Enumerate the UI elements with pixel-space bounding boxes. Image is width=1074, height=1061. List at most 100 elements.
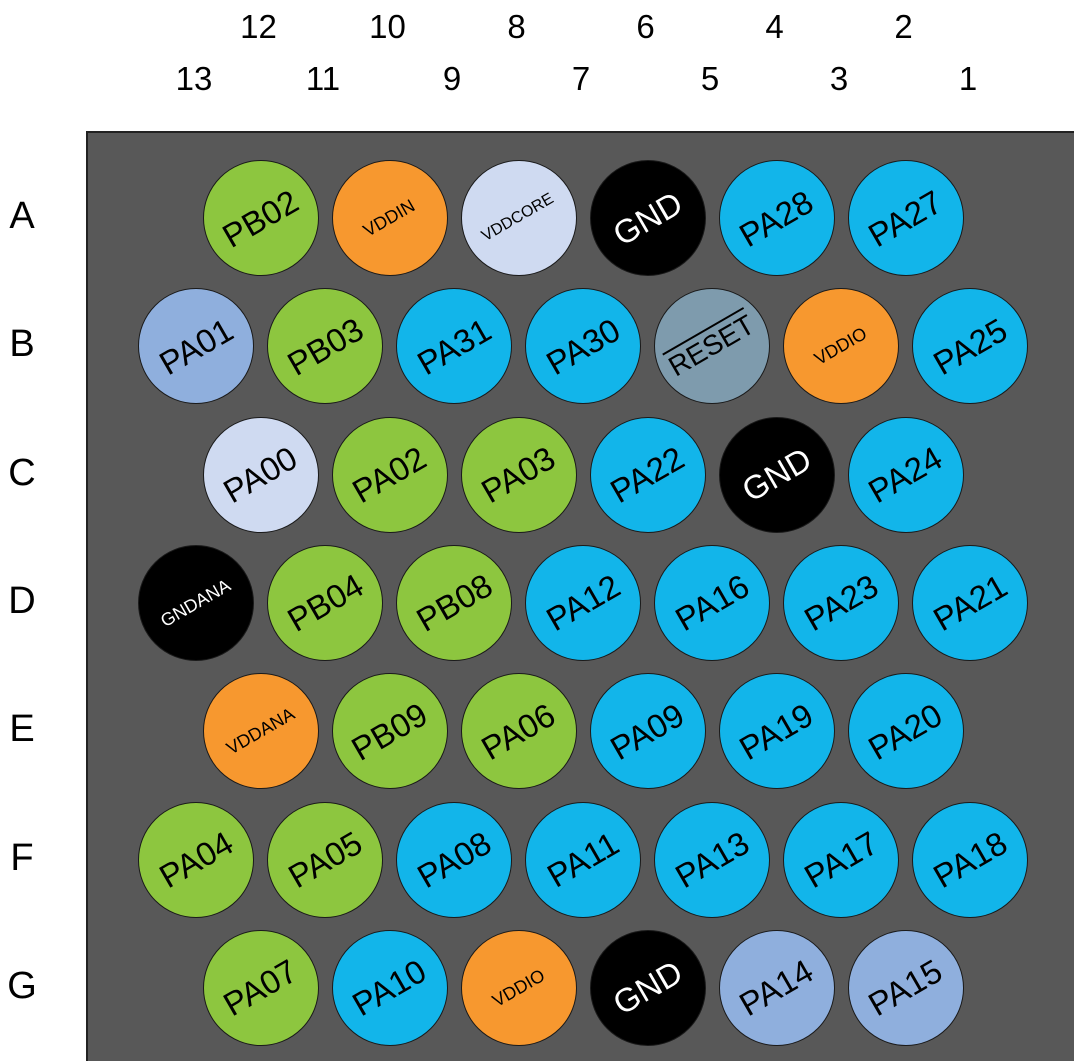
ball-label: VDDANA: [223, 703, 298, 759]
ball-c12: PA00: [202, 416, 319, 533]
ball-label: PA31: [410, 310, 498, 382]
ball-label: PB08: [409, 566, 499, 640]
ball-label: PA25: [926, 310, 1014, 382]
ball-label: PA01: [152, 310, 240, 382]
ball-label: VDDIO: [488, 964, 549, 1011]
ball-label: PA19: [733, 695, 820, 767]
column-number: 10: [369, 8, 406, 45]
ball-label: PA11: [540, 824, 626, 895]
package-body: PB02 VDDIN VDDCORE GND PA28 PA27 PA01 PB03 PA31 P…: [86, 131, 1074, 1061]
row-label: C: [8, 451, 36, 494]
ball-label: PA30: [539, 310, 627, 382]
column-number: 1: [958, 60, 978, 97]
ball-c4: GND: [718, 416, 835, 533]
ball-label: PA15: [862, 952, 949, 1024]
ball-b7: PA30: [525, 288, 641, 405]
ball-d9: PB08: [396, 544, 512, 661]
ball-g8: VDDIO: [460, 929, 577, 1046]
column-number: 7: [571, 60, 591, 97]
ball-a10: VDDIN: [331, 160, 448, 276]
ball-label: VDDCORE: [479, 190, 558, 245]
ball-f11: PA05: [267, 801, 383, 918]
column-number: 8: [507, 8, 526, 45]
ball-e10: PB09: [331, 673, 448, 790]
ball-a4: PA28: [718, 160, 835, 276]
ball-label: GNDANA: [157, 574, 235, 631]
column-number: 12: [240, 8, 277, 45]
ball-b9: PA31: [396, 288, 512, 405]
ball-label: PA18: [926, 823, 1014, 896]
ball-d7: PA12: [525, 544, 641, 661]
ball-label: PA05: [281, 823, 369, 896]
ball-label: PA10: [346, 952, 433, 1024]
ball-d1: PA21: [912, 544, 1028, 661]
ball-a12: PB02: [202, 160, 319, 276]
ball-b3: VDDIO: [783, 288, 899, 405]
ball-label: VDDIO: [811, 323, 871, 370]
ball-label: PA22: [604, 439, 691, 511]
ball-f7: PA11: [525, 801, 641, 918]
ball-c10: PA02: [331, 416, 448, 533]
ball-label: PA16: [668, 567, 756, 639]
ball-e2: PA20: [847, 673, 964, 790]
column-number: 3: [829, 60, 849, 97]
ball-label: PA20: [862, 695, 949, 767]
ball-label: GND: [606, 953, 689, 1023]
ball-label: PA04: [152, 823, 240, 896]
ball-label: PB04: [280, 566, 370, 640]
ball-c8: PA03: [460, 416, 577, 533]
row-label: G: [7, 964, 37, 1007]
ball-g4: PA14: [718, 929, 835, 1046]
ball-label: PA23: [797, 567, 885, 639]
ball-d5: PA16: [654, 544, 770, 661]
ball-a2: PA27: [847, 160, 964, 276]
column-number: 6: [636, 8, 655, 45]
column-number: 4: [765, 8, 784, 45]
ball-label: PA28: [733, 182, 820, 254]
ball-label: PA06: [475, 695, 562, 767]
row-label: F: [10, 836, 34, 879]
ball-f13: PA04: [138, 801, 254, 918]
ball-a6: GND: [589, 160, 706, 276]
column-number: 13: [175, 60, 213, 97]
ball-d13: GNDANA: [138, 544, 254, 661]
ball-label: VDDIN: [360, 195, 419, 241]
ball-c6: PA22: [589, 416, 706, 533]
ball-label: PA21: [926, 567, 1014, 639]
ball-label: PA14: [733, 952, 820, 1024]
ball-b13: PA01: [138, 288, 254, 405]
ball-label: PA02: [346, 439, 433, 511]
column-number: 5: [700, 60, 720, 97]
ball-g6: GND: [589, 929, 706, 1046]
ball-a8: VDDCORE: [460, 160, 577, 276]
column-number: 2: [894, 8, 913, 45]
ball-d11: PB04: [267, 544, 383, 661]
ball-f3: PA17: [783, 801, 899, 918]
ball-g12: PA07: [202, 929, 319, 1046]
ball-label: RESET: [663, 309, 760, 383]
ball-e4: PA19: [718, 673, 835, 790]
row-label: B: [9, 323, 35, 366]
ball-label: GND: [735, 440, 818, 509]
ball-label: PA03: [475, 439, 562, 511]
ball-f9: PA08: [396, 801, 512, 918]
ball-label: PA24: [862, 439, 949, 511]
ball-g10: PA10: [331, 929, 448, 1046]
ball-f1: PA18: [912, 801, 1028, 918]
ball-f5: PA13: [654, 801, 770, 918]
ball-label: PA09: [604, 695, 691, 767]
ball-e6: PA09: [589, 673, 706, 790]
ball-label: PB09: [345, 694, 434, 768]
column-number: 9: [442, 60, 462, 97]
ball-e8: PA06: [460, 673, 577, 790]
ball-label: PA27: [862, 182, 949, 254]
row-label: D: [8, 579, 36, 622]
column-number: 11: [305, 60, 341, 97]
ball-g2: PA15: [847, 929, 964, 1046]
ball-label: PA17: [797, 823, 885, 896]
ball-label: GND: [606, 183, 689, 253]
ball-e12: VDDANA: [202, 673, 319, 790]
ball-label: PB03: [280, 310, 370, 383]
ball-b11: PB03: [267, 288, 383, 405]
ball-label: PA13: [668, 823, 756, 896]
